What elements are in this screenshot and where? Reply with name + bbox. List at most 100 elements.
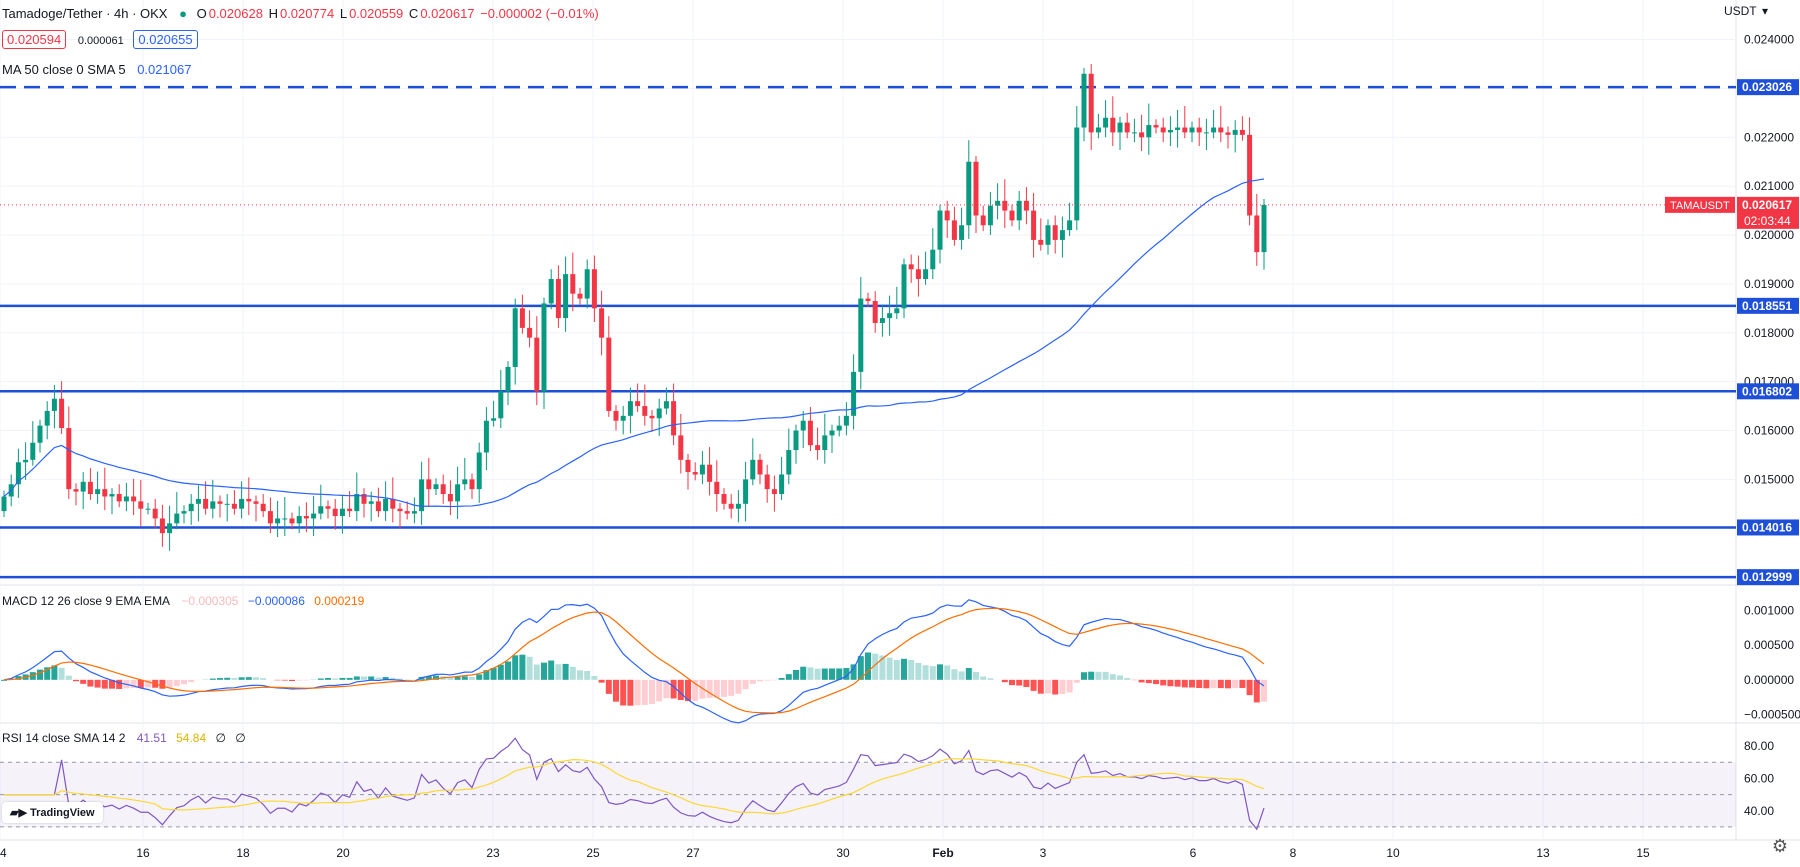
- macd-histogram-bar: [1088, 671, 1095, 680]
- macd-histogram-bar: [425, 676, 432, 680]
- candle-body: [512, 308, 518, 367]
- candle-body: [1196, 127, 1202, 133]
- candle-body: [1182, 127, 1188, 133]
- buy-button[interactable]: 0.020655: [133, 30, 198, 49]
- rsi-legend[interactable]: RSI 14 close SMA 14 2 41.51 54.84 ∅ ∅: [2, 731, 248, 745]
- candle-body: [59, 398, 65, 429]
- candle-body: [390, 498, 396, 509]
- macd-histogram-bar: [951, 669, 958, 680]
- macd-histogram-bar: [1153, 679, 1159, 685]
- macd-histogram-bar: [1001, 679, 1008, 683]
- candle-body: [397, 508, 403, 512]
- candle-body: [30, 442, 36, 460]
- macd-histogram-bar: [1210, 679, 1217, 688]
- macd-histogram-bar: [634, 679, 641, 706]
- candle-body: [959, 225, 965, 240]
- macd-legend[interactable]: MACD 12 26 close 9 EMA EMA −0.000305 −0.…: [2, 594, 366, 608]
- macd-histogram-bar: [245, 677, 252, 680]
- macd-histogram-bar: [922, 665, 929, 680]
- candle-body: [570, 274, 576, 294]
- candle-body: [663, 401, 669, 409]
- macd-histogram-bar: [1030, 679, 1037, 691]
- macd-histogram-bar: [1232, 679, 1239, 688]
- macd-histogram-bar: [663, 679, 670, 699]
- macd-histogram-bar: [512, 655, 519, 680]
- macd-histogram-bar: [742, 679, 749, 690]
- macd-histogram-bar: [281, 679, 288, 681]
- sell-button[interactable]: 0.020594: [2, 30, 67, 49]
- candle-body: [275, 518, 281, 524]
- currency-selector[interactable]: USDT ▾: [1724, 4, 1770, 18]
- tradingview-logo[interactable]: ▰▶ TradingView: [2, 802, 103, 823]
- macd-histogram-bar: [713, 679, 720, 698]
- macd-tick-label: 0.000500: [1744, 638, 1794, 652]
- macd-histogram-bar: [692, 679, 699, 701]
- time-tick-label: 16: [136, 846, 150, 860]
- candle-body: [210, 501, 216, 509]
- macd-histogram-bar: [1181, 679, 1188, 688]
- candle-body: [901, 264, 907, 309]
- candle-body: [318, 506, 324, 514]
- candle-body: [685, 459, 691, 473]
- candle-body: [1167, 129, 1173, 133]
- candle-body: [865, 298, 871, 301]
- candle-body: [858, 298, 864, 372]
- candle-body: [620, 415, 626, 421]
- candle-body: [375, 501, 381, 512]
- macd-histogram-bar: [1203, 679, 1210, 689]
- ma-legend[interactable]: MA 50 close 0 SMA 5 0.021067: [2, 62, 193, 77]
- candle-body: [671, 401, 677, 436]
- last-price-tag: [1737, 196, 1799, 229]
- candle-body: [937, 210, 943, 250]
- bid-ask-row: 0.020594 0.000061 0.020655: [2, 30, 200, 49]
- macd-histogram-bar: [375, 677, 382, 680]
- macd-histogram-bar: [1009, 679, 1015, 686]
- macd-histogram-bar: [209, 678, 216, 680]
- macd-histogram-bar: [620, 679, 627, 706]
- macd-histogram-bar: [1066, 679, 1073, 693]
- candle-body: [534, 337, 540, 392]
- candle-body: [815, 445, 821, 451]
- macd-histogram-bar: [749, 679, 756, 684]
- candle-body: [1103, 117, 1109, 128]
- candle-body: [548, 279, 554, 304]
- candle-body: [325, 506, 331, 509]
- macd-histogram-bar: [980, 676, 987, 680]
- candle-body: [469, 479, 475, 490]
- macd-histogram-bar: [260, 678, 267, 680]
- macd-histogram-bar: [1189, 679, 1195, 688]
- currency-label: USDT: [1723, 4, 1757, 18]
- time-tick-label: 14: [0, 846, 7, 860]
- macd-histogram-bar: [418, 676, 425, 680]
- macd-histogram-bar: [1239, 679, 1246, 688]
- candle-body: [224, 503, 230, 505]
- candle-body: [872, 301, 878, 323]
- level-tag: [1737, 383, 1799, 400]
- macd-histogram-bar: [483, 670, 490, 680]
- macd-histogram-bar: [339, 677, 346, 680]
- candle-body: [311, 513, 317, 519]
- macd-histogram-bar: [368, 676, 375, 680]
- open-value: 0.020628: [208, 6, 263, 21]
- macd-histogram-bar: [137, 679, 144, 688]
- macd-histogram-bar: [793, 669, 799, 680]
- candle-body: [750, 459, 756, 480]
- candle-body: [1067, 220, 1073, 231]
- candle-body: [973, 161, 979, 216]
- candle-body: [930, 249, 936, 270]
- change-value: −0.000002 (−0.01%): [480, 6, 599, 21]
- candle-body: [1031, 210, 1037, 240]
- time-tick-label: 6: [1190, 846, 1197, 860]
- candle-body: [757, 459, 763, 475]
- macd-histogram-bar: [461, 676, 468, 680]
- macd-histogram-bar: [447, 677, 454, 680]
- macd-histogram-bar: [87, 679, 94, 687]
- macd-histogram-bar: [670, 679, 677, 699]
- gear-icon[interactable]: ⚙: [1771, 836, 1788, 856]
- time-tick-label: 23: [486, 846, 500, 860]
- macd-signal-value: 0.000219: [314, 594, 365, 608]
- candle-body: [462, 479, 468, 485]
- candle-body: [66, 428, 72, 490]
- macd-histogram-bar: [937, 664, 943, 680]
